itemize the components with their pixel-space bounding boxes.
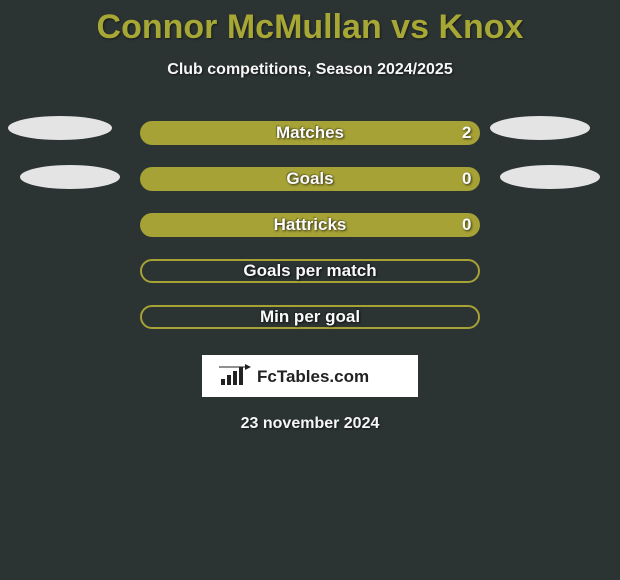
stat-label: Goals (0, 169, 620, 189)
stat-label: Matches (0, 123, 620, 143)
stat-label: Hattricks (0, 215, 620, 235)
fctables-logo-svg: FcTables.com (215, 361, 405, 391)
stat-value: 0 (462, 169, 471, 189)
stat-row: Goals0 (0, 157, 620, 203)
stat-row: Hattricks0 (0, 203, 620, 249)
bars-icon (219, 364, 251, 385)
date: 23 november 2024 (0, 415, 620, 433)
stat-row: Min per goal (0, 295, 620, 341)
logo-text: FcTables.com (257, 367, 369, 386)
subtitle: Club competitions, Season 2024/2025 (0, 61, 620, 79)
stat-value: 0 (462, 215, 471, 235)
stat-label: Min per goal (0, 307, 620, 327)
stat-value: 2 (462, 123, 471, 143)
fctables-logo[interactable]: FcTables.com (202, 355, 418, 397)
stat-label: Goals per match (0, 261, 620, 281)
page-title: Connor McMullan vs Knox (0, 0, 620, 47)
stat-row: Matches2 (0, 111, 620, 157)
stats-container: Matches2Goals0Hattricks0Goals per matchM… (0, 111, 620, 341)
stat-row: Goals per match (0, 249, 620, 295)
